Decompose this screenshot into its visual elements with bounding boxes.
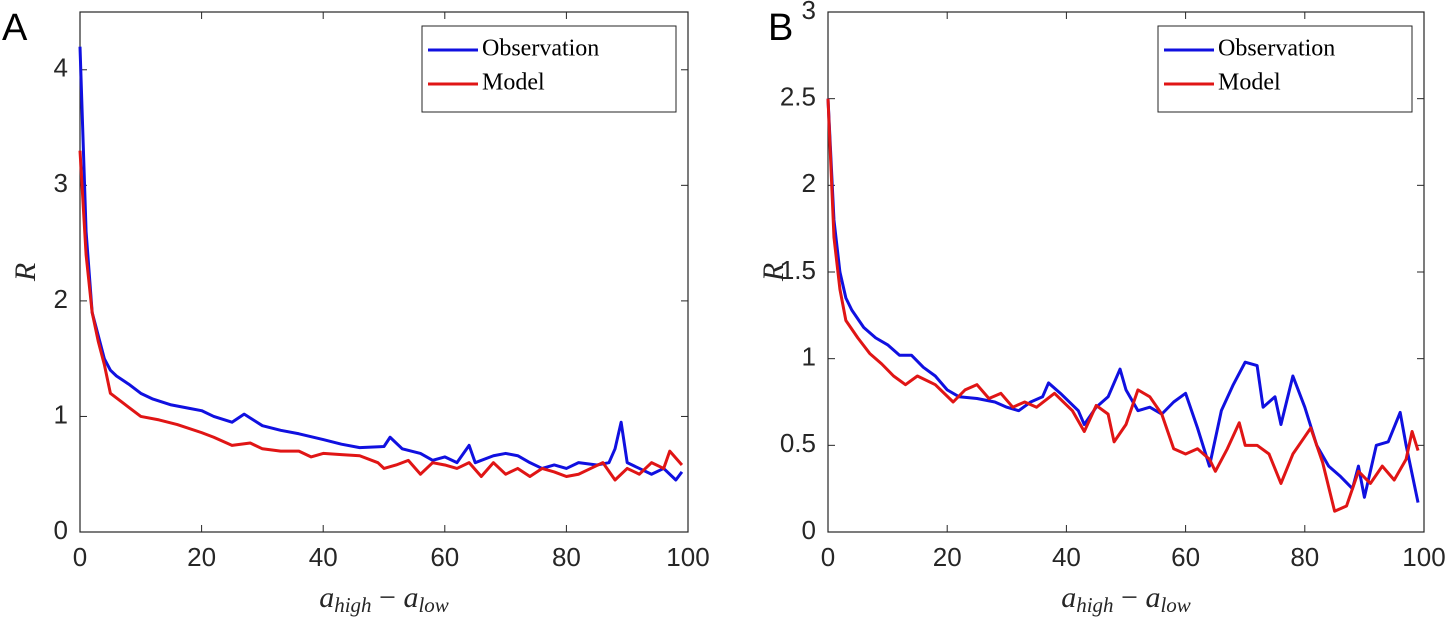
line-series	[826, 98, 1420, 503]
x-axis-label-part: low	[418, 593, 448, 617]
line-series	[826, 98, 1420, 513]
x-tick-label: 60	[430, 542, 459, 572]
x-axis-label: ahigh − alow	[319, 581, 449, 617]
y-tick-label: 2.5	[780, 82, 816, 112]
line-series	[78, 150, 684, 482]
y-tick-label: 0	[54, 515, 68, 545]
line-series	[78, 46, 684, 482]
legend-label: Observation	[482, 36, 599, 62]
x-axis-label-part: high	[1076, 593, 1113, 617]
x-axis-label-part: a	[403, 581, 418, 614]
x-axis-label-part: a	[319, 581, 334, 614]
x-axis-label-part: −	[372, 581, 404, 614]
legend-box	[1157, 25, 1413, 113]
legend-label: Observation	[1218, 36, 1335, 62]
x-tick-label: 0	[821, 542, 835, 572]
x-tick-label: 100	[666, 542, 709, 572]
y-tick-label: 4	[54, 53, 68, 83]
x-axis-label-part: high	[334, 593, 371, 617]
legend-box	[421, 25, 677, 113]
x-axis-label-part: −	[1114, 581, 1146, 614]
x-axis-label-part: low	[1160, 593, 1190, 617]
y-axis-label: R	[757, 263, 790, 282]
y-tick-label: 0.5	[780, 428, 816, 458]
x-axis-label-part: a	[1145, 581, 1160, 614]
x-tick-label: 40	[309, 542, 338, 572]
legend-label: Model	[1218, 70, 1281, 96]
y-tick-label: 1	[54, 399, 68, 429]
y-tick-label: 3	[54, 168, 68, 198]
x-tick-label: 0	[73, 542, 87, 572]
x-tick-label: 20	[187, 542, 216, 572]
x-axis-label-part: a	[1061, 581, 1076, 614]
x-tick-label: 80	[1290, 542, 1319, 572]
x-tick-label: 20	[933, 542, 962, 572]
y-axis-label: R	[9, 263, 42, 282]
y-tick-label: 2	[54, 284, 68, 314]
y-tick-label: 0	[802, 515, 816, 545]
y-tick-label: 3	[802, 0, 816, 25]
panel-label: A	[2, 7, 28, 49]
y-tick-label: 2	[802, 168, 816, 198]
legend-label: Model	[482, 70, 545, 96]
y-tick-label: 1.5	[780, 255, 816, 285]
x-axis-label: ahigh − alow	[1061, 581, 1191, 617]
panel-label: B	[768, 7, 793, 49]
x-tick-label: 80	[552, 542, 581, 572]
x-tick-label: 40	[1052, 542, 1081, 572]
y-tick-label: 1	[802, 342, 816, 372]
x-tick-label: 100	[1402, 542, 1445, 572]
x-tick-label: 60	[1171, 542, 1200, 572]
